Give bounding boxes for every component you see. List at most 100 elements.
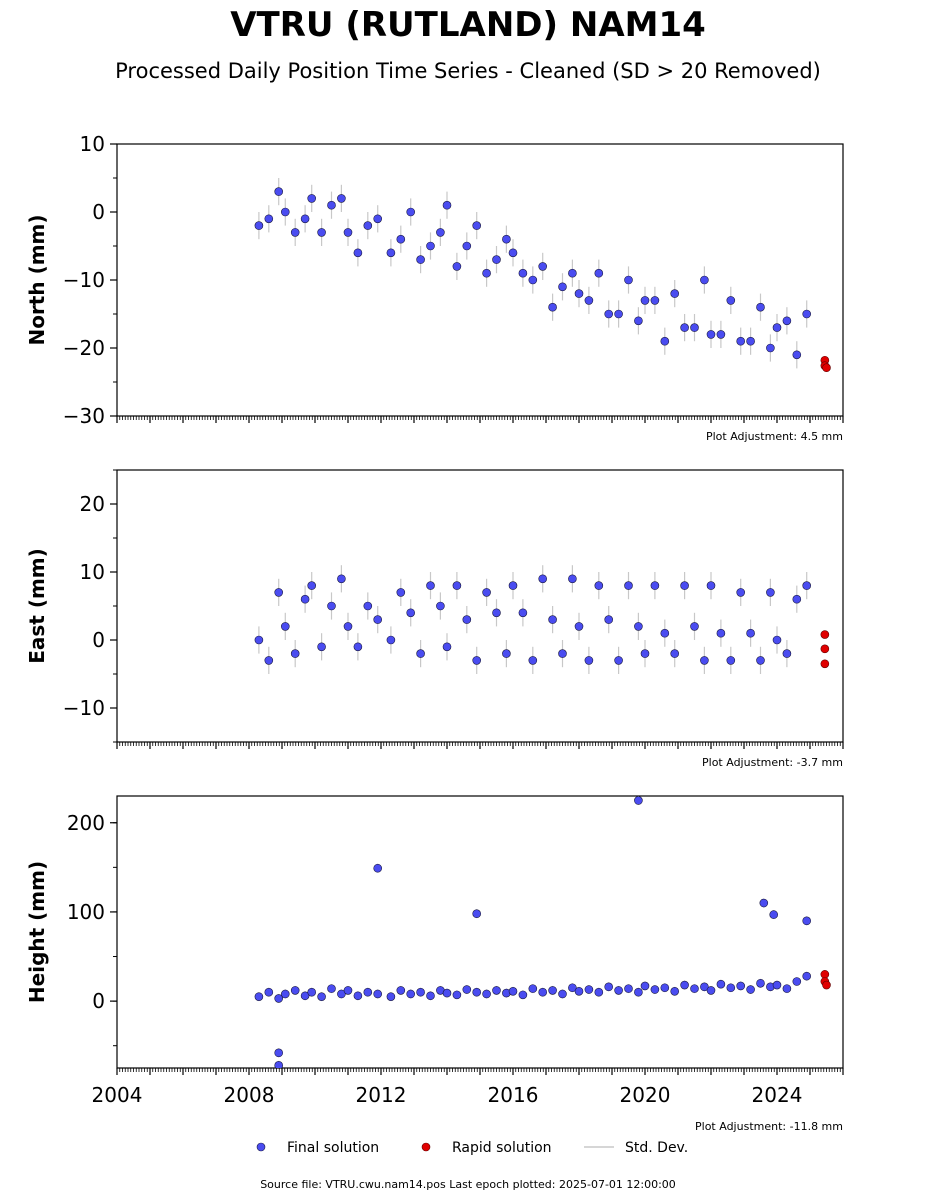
north-final-point [353,248,363,258]
east-final-point [353,642,363,652]
north-final-point [548,302,557,312]
height-x-tick-label: 2020 [620,1083,671,1107]
east-rapid-point [820,659,830,669]
height-final-point [558,989,567,999]
source-footer: Source file: VTRU.cwu.nam14.pos Last epo… [260,1178,676,1191]
east-final-point [640,649,650,658]
north-y-tick-label: −10 [63,268,105,292]
east-final-point [373,615,383,624]
height-final-point [274,1061,283,1068]
height-final-point [254,992,264,1001]
north-final-point [584,296,594,305]
height-final-point [759,898,769,908]
north-y-tick-label: −20 [63,336,105,360]
height-final-point [373,989,383,999]
north-axes-frame [116,143,844,417]
height-axis-label: Height (mm) [25,861,49,1003]
north-final-point [640,296,650,305]
north-final-point [706,330,716,339]
east-final-point [594,581,604,590]
height-final-point [386,992,396,1001]
height-final-point [307,987,317,997]
east-final-point [766,588,775,597]
legend-rapid-label: Rapid solution [452,1140,552,1156]
north-final-point [502,234,511,244]
height-final-point [482,989,491,999]
north-final-point [264,214,274,224]
height-final-point [700,982,709,992]
north-final-point [508,248,518,258]
height-final-point [528,984,538,993]
north-final-point [492,255,501,264]
north-final-point [472,221,482,230]
height-final-point [492,986,501,995]
north-final-point [300,214,310,224]
east-final-point [604,615,614,624]
north-final-point [426,241,435,251]
east-final-point [746,628,755,638]
height-x-tick-label: 2016 [488,1083,539,1107]
height-final-point [548,986,557,995]
north-axis-label: North (mm) [25,214,49,345]
height-final-point [442,988,452,998]
height-final-point [756,978,765,988]
north-final-point [518,268,528,278]
east-rapid-point [820,644,830,654]
east-final-point [614,656,623,665]
north-final-point [363,221,373,230]
east-y-tick-label: 20 [80,492,105,516]
north-final-point [594,268,604,278]
north-final-point [650,296,660,305]
height-final-point [584,985,594,994]
north-final-point [274,187,284,196]
east-final-point [548,615,557,624]
legend-final-marker [256,1142,266,1152]
height-final-point [650,985,660,994]
height-final-point [726,983,736,993]
east-final-point [584,656,594,665]
east-final-point [254,635,264,645]
east-final-point [337,574,346,584]
east-final-point [462,615,472,624]
north-final-point [436,228,445,237]
north-final-point [766,343,775,353]
height-final-point [604,982,614,992]
height-final-point [660,983,670,993]
height-final-point [300,991,310,1001]
height-final-point [462,985,472,994]
height-final-point [373,863,383,873]
height-x-tick-label: 2024 [752,1083,803,1107]
east-final-point [327,601,336,611]
height-final-point [624,984,633,993]
north-final-point [462,241,472,251]
east-final-point [472,656,482,665]
height-data-layer [254,796,831,1068]
east-final-point [756,656,765,665]
north-final-point [528,275,538,285]
east-final-point [502,649,511,658]
north-final-point [386,248,396,258]
east-final-point [700,656,709,665]
north-final-point [624,275,633,285]
height-final-point [337,989,346,999]
north-final-point [558,282,567,292]
legend-rapid-marker [421,1142,431,1152]
height-final-point [716,979,726,989]
east-final-point [280,622,290,631]
north-final-point [700,275,709,285]
height-final-point [426,991,435,1001]
east-y-tick-label: 0 [92,628,105,652]
east-plot-adjustment: Plot Adjustment: -3.7 mm [702,756,843,769]
north-final-point [568,268,577,278]
east-axes-frame [116,469,844,743]
north-final-point [442,200,452,210]
east-final-point [396,588,406,597]
north-final-point [396,234,406,244]
height-final-point [680,980,689,990]
east-rapid-point [820,630,830,639]
north-final-point [680,323,689,332]
east-final-point [426,581,435,590]
east-final-point [416,649,425,658]
height-final-point [290,986,300,995]
height-final-point [406,989,416,999]
